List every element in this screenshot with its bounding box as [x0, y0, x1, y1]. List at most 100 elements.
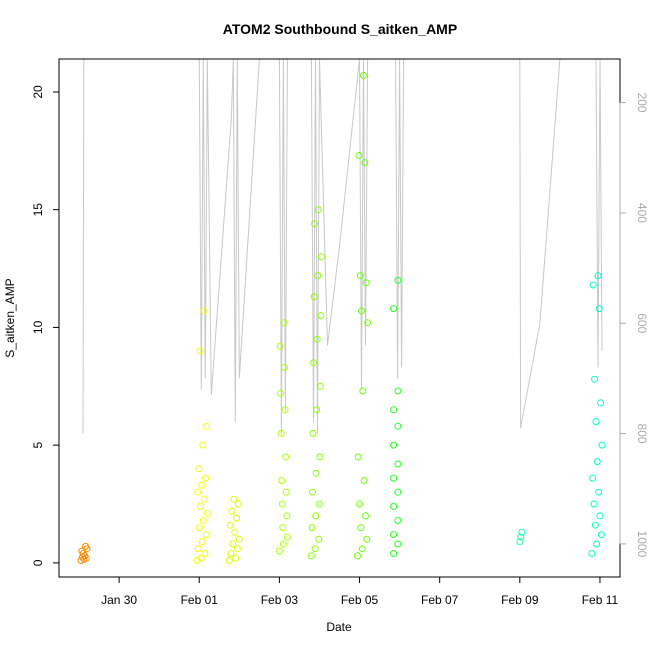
y-axis-label: S_aitken_AMP — [3, 278, 17, 357]
data-point — [199, 441, 207, 449]
data-point — [394, 422, 402, 430]
data-point — [312, 512, 320, 520]
data-point — [594, 272, 602, 280]
data-point — [310, 359, 318, 367]
data-point — [318, 253, 325, 261]
right-y-tick-label: 600 — [635, 313, 649, 333]
data-point — [197, 554, 205, 562]
data-point — [232, 554, 240, 562]
data-point — [311, 220, 319, 228]
data-point — [361, 159, 369, 167]
data-point — [307, 552, 315, 560]
y-tick-label: 10 — [31, 320, 45, 334]
data-point — [230, 495, 238, 503]
x-tick-label: Feb 05 — [341, 593, 379, 607]
data-point — [198, 481, 206, 489]
data-point — [358, 307, 365, 315]
data-point — [309, 429, 317, 437]
data-point — [281, 363, 288, 371]
data-point — [203, 509, 211, 517]
right-y-tick-label: 1000 — [635, 531, 649, 558]
data-point — [194, 545, 202, 553]
data-point — [362, 512, 369, 520]
data-point — [195, 465, 203, 473]
data-point — [394, 540, 402, 548]
data-point — [354, 552, 361, 560]
data-point — [517, 533, 525, 541]
data-point — [363, 535, 371, 543]
data-point — [312, 469, 320, 477]
y-tick-label: 0 — [31, 559, 45, 566]
data-point — [313, 335, 321, 343]
data-point — [595, 305, 603, 313]
data-point — [314, 206, 322, 214]
data-point — [199, 517, 207, 524]
data-point — [588, 550, 596, 557]
data-point — [390, 305, 398, 313]
data-point — [597, 399, 605, 407]
data-point — [203, 422, 211, 430]
right-y-tick-label: 400 — [635, 203, 649, 223]
data-point — [394, 517, 402, 524]
data-point — [394, 387, 402, 395]
data-point — [197, 502, 205, 510]
plot-frame — [58, 58, 621, 578]
data-point — [390, 474, 398, 482]
data-point — [193, 557, 201, 564]
data-point — [360, 72, 367, 79]
data-point — [359, 387, 367, 395]
data-point — [394, 276, 402, 284]
data-point — [354, 453, 362, 461]
data-point — [310, 293, 318, 301]
x-tick-label: Feb 07 — [421, 593, 459, 607]
data-point — [309, 488, 316, 496]
data-point — [357, 524, 365, 532]
data-point — [390, 550, 398, 557]
x-tick-label: Feb 11 — [582, 593, 619, 607]
x-tick-label: Jan 30 — [101, 593, 137, 607]
data-point — [277, 429, 285, 437]
right-y-tick-label: 800 — [635, 424, 649, 444]
data-point — [358, 545, 366, 553]
data-point — [201, 550, 209, 557]
data-point — [356, 272, 364, 280]
data-point — [231, 528, 239, 536]
data-point — [278, 477, 286, 484]
data-point — [198, 538, 206, 546]
data-point — [516, 538, 524, 546]
data-point — [394, 460, 402, 468]
y-tick-label: 15 — [31, 203, 45, 217]
data-point — [235, 535, 243, 543]
data-point — [313, 406, 321, 414]
x-tick-label: Feb 03 — [261, 593, 299, 607]
data-point — [79, 553, 86, 561]
right-y-tick-label: 200 — [635, 93, 649, 113]
data-point — [82, 542, 89, 550]
data-point — [364, 319, 372, 327]
data-point — [596, 512, 604, 520]
data-point — [278, 500, 286, 508]
data-point — [390, 406, 398, 414]
data-point — [598, 441, 606, 449]
data-point — [593, 458, 601, 466]
data-point — [591, 375, 599, 383]
data-point — [233, 514, 241, 522]
data-point — [591, 521, 599, 529]
altitude-profile-line — [82, 58, 603, 434]
chart-title: ATOM2 Southbound S_aitken_AMP — [223, 21, 457, 37]
data-point — [315, 500, 323, 508]
data-point — [226, 521, 234, 529]
data-point — [316, 453, 324, 461]
data-point — [283, 512, 291, 520]
data-point — [200, 307, 208, 315]
data-point — [390, 441, 398, 449]
data-point — [589, 474, 597, 482]
data-point — [590, 500, 598, 508]
data-point — [225, 557, 233, 564]
data-point — [394, 488, 402, 496]
y-tick-label: 5 — [31, 441, 45, 448]
data-point — [276, 342, 284, 350]
data-point — [194, 488, 202, 496]
data-point — [316, 382, 324, 390]
data-point — [360, 477, 368, 484]
